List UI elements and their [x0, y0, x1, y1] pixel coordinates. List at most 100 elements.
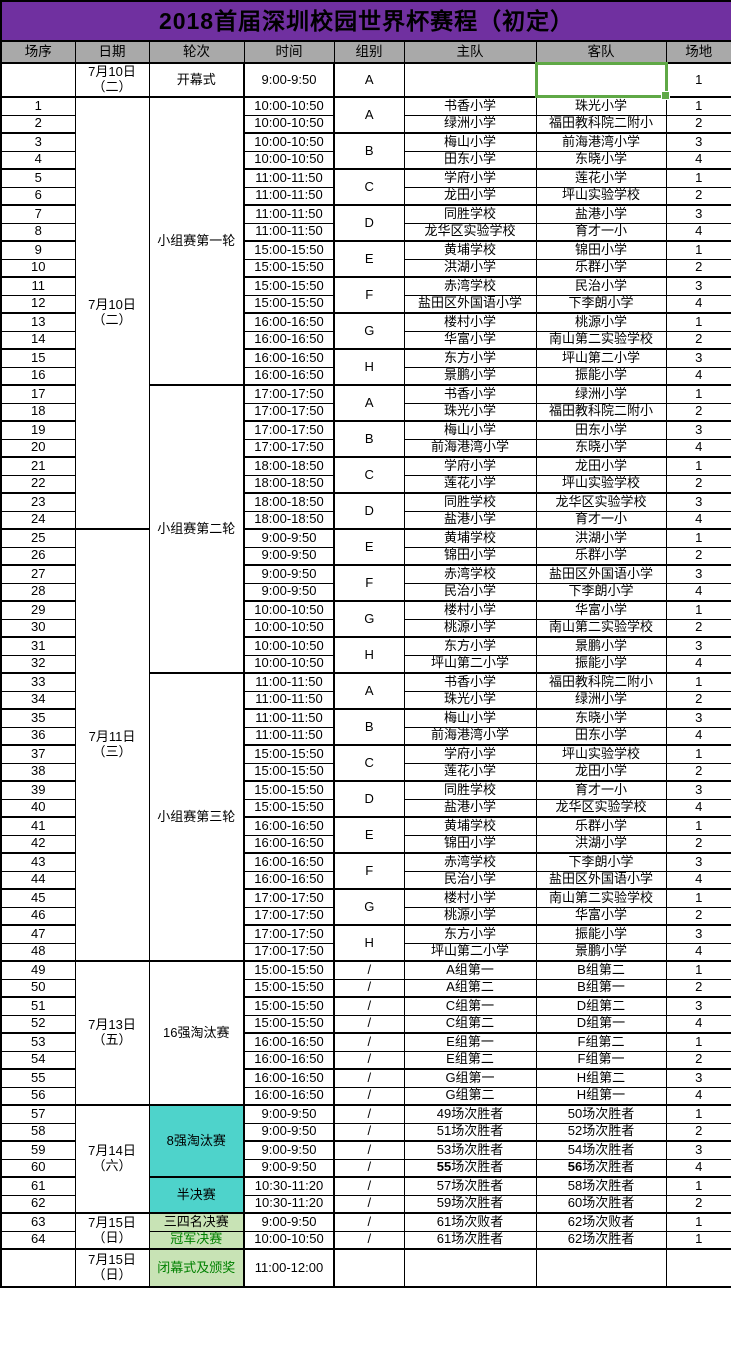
cell-venue[interactable]: 2 — [665, 330, 731, 350]
cell-away-team[interactable]: 振能小学 — [535, 654, 667, 674]
cell-group[interactable]: C — [333, 168, 405, 206]
cell-time[interactable]: 15:00-15:50 — [243, 798, 335, 818]
cell-time[interactable]: 9:00-9:50 — [243, 1122, 335, 1142]
cell-match-no[interactable]: 55 — [0, 1068, 76, 1088]
cell-match-no[interactable]: 34 — [0, 690, 76, 710]
cell-match-no[interactable]: 38 — [0, 762, 76, 782]
cell-away-team[interactable]: D组第一 — [535, 1014, 667, 1034]
cell-group[interactable]: H — [333, 636, 405, 674]
cell-match-no[interactable]: 53 — [0, 1032, 76, 1052]
cell-match-no[interactable]: 14 — [0, 330, 76, 350]
cell-venue[interactable]: 3 — [665, 1068, 731, 1088]
cell-away-team[interactable]: 62场次胜者 — [535, 1230, 667, 1250]
cell-time[interactable]: 16:00-16:50 — [243, 1032, 335, 1052]
cell-group[interactable]: H — [333, 924, 405, 962]
cell-venue[interactable]: 2 — [665, 114, 731, 134]
cell-match-no[interactable]: 32 — [0, 654, 76, 674]
cell-group[interactable]: / — [333, 1122, 405, 1142]
cell-match-no[interactable]: 5 — [0, 168, 76, 188]
cell-time[interactable]: 11:00-12:00 — [243, 1248, 335, 1288]
cell-match-no[interactable]: 18 — [0, 402, 76, 422]
cell-venue[interactable]: 1 — [665, 62, 731, 98]
cell-venue[interactable]: 4 — [665, 870, 731, 890]
cell-time[interactable]: 9:00-9:50 — [243, 1104, 335, 1124]
cell-away-team[interactable]: 锦田小学 — [535, 240, 667, 260]
cell-match-no[interactable]: 10 — [0, 258, 76, 278]
cell-home-team[interactable]: 梅山小学 — [403, 132, 537, 152]
cell-group[interactable]: A — [333, 672, 405, 710]
cell-home-team[interactable]: 学府小学 — [403, 168, 537, 188]
cell-group[interactable]: A — [333, 96, 405, 134]
cell-group[interactable]: H — [333, 348, 405, 386]
cell-group[interactable]: G — [333, 600, 405, 638]
cell-match-no[interactable]: 22 — [0, 474, 76, 494]
cell-match-no[interactable]: 63 — [0, 1212, 76, 1232]
cell-match-no[interactable]: 44 — [0, 870, 76, 890]
cell-group[interactable]: / — [333, 1032, 405, 1052]
cell-match-no[interactable]: 37 — [0, 744, 76, 764]
cell-group[interactable]: B — [333, 132, 405, 170]
cell-time[interactable]: 15:00-15:50 — [243, 978, 335, 998]
cell-away-team[interactable]: 乐群小学 — [535, 816, 667, 836]
cell-time[interactable]: 15:00-15:50 — [243, 276, 335, 296]
cell-date[interactable]: 7月13日 （五） — [74, 960, 150, 1106]
cell-date[interactable]: 7月10日 （二） — [74, 96, 150, 530]
cell-venue[interactable]: 1 — [665, 1212, 731, 1232]
cell-match-no[interactable]: 13 — [0, 312, 76, 332]
cell-home-team[interactable]: C组第二 — [403, 1014, 537, 1034]
cell-time[interactable]: 17:00-17:50 — [243, 888, 335, 908]
cell-away-team[interactable]: H组第二 — [535, 1068, 667, 1088]
cell-away-team[interactable]: 龙田小学 — [535, 456, 667, 476]
cell-home-team[interactable]: 书香小学 — [403, 672, 537, 692]
cell-away-team[interactable]: 民治小学 — [535, 276, 667, 296]
cell-venue[interactable]: 2 — [665, 1122, 731, 1142]
cell-match-no[interactable]: 61 — [0, 1176, 76, 1196]
cell-venue[interactable]: 1 — [665, 1104, 731, 1124]
cell-time[interactable]: 10:00-10:50 — [243, 150, 335, 170]
cell-venue[interactable]: 3 — [665, 492, 731, 512]
cell-time[interactable]: 10:00-10:50 — [243, 1230, 335, 1250]
cell-away-team[interactable]: 52场次胜者 — [535, 1122, 667, 1142]
cell-home-team[interactable]: 坪山第二小学 — [403, 942, 537, 962]
cell-home-team[interactable]: 绿洲小学 — [403, 114, 537, 134]
cell-match-no[interactable]: 57 — [0, 1104, 76, 1124]
cell-time[interactable]: 15:00-15:50 — [243, 744, 335, 764]
cell-group[interactable]: / — [333, 1176, 405, 1196]
cell-home-team[interactable]: 田东小学 — [403, 150, 537, 170]
cell-match-no[interactable]: 48 — [0, 942, 76, 962]
cell-venue[interactable]: 1 — [665, 96, 731, 116]
cell-match-no[interactable]: 9 — [0, 240, 76, 260]
cell-away-team[interactable]: 振能小学 — [535, 366, 667, 386]
cell-away-team[interactable]: 南山第二实验学校 — [535, 330, 667, 350]
column-header[interactable]: 轮次 — [148, 40, 245, 64]
cell-home-team[interactable]: 黄埔学校 — [403, 240, 537, 260]
cell-home-team[interactable]: 同胜学校 — [403, 492, 537, 512]
cell-venue[interactable]: 3 — [665, 1140, 731, 1160]
cell-home-team[interactable]: 楼村小学 — [403, 888, 537, 908]
cell-match-no[interactable]: 43 — [0, 852, 76, 872]
cell-venue[interactable]: 2 — [665, 258, 731, 278]
cell-home-team[interactable]: 黄埔学校 — [403, 816, 537, 836]
cell-match-no[interactable]: 60 — [0, 1158, 76, 1178]
cell-match-no[interactable] — [0, 62, 76, 98]
cell-match-no[interactable]: 2 — [0, 114, 76, 134]
cell-time[interactable]: 16:00-16:50 — [243, 816, 335, 836]
cell-home-team[interactable]: 锦田小学 — [403, 546, 537, 566]
column-header[interactable]: 组别 — [333, 40, 405, 64]
cell-venue[interactable]: 1 — [665, 816, 731, 836]
cell-venue[interactable]: 2 — [665, 762, 731, 782]
cell-home-team[interactable]: 民治小学 — [403, 582, 537, 602]
cell-match-no[interactable]: 64 — [0, 1230, 76, 1250]
cell-group[interactable]: C — [333, 456, 405, 494]
cell-match-no[interactable]: 47 — [0, 924, 76, 944]
cell-away-team[interactable]: 下李朗小学 — [535, 852, 667, 872]
cell-away-team[interactable]: 桃源小学 — [535, 312, 667, 332]
cell-away-team[interactable]: D组第二 — [535, 996, 667, 1016]
cell-time[interactable]: 16:00-16:50 — [243, 1068, 335, 1088]
cell-away-team[interactable]: H组第一 — [535, 1086, 667, 1106]
cell-home-team[interactable]: 桃源小学 — [403, 618, 537, 638]
cell-time[interactable]: 10:00-10:50 — [243, 96, 335, 116]
cell-home-team[interactable]: 盐田区外国语小学 — [403, 294, 537, 314]
cell-group[interactable] — [333, 1248, 405, 1288]
cell-away-team[interactable]: 育才一小 — [535, 222, 667, 242]
